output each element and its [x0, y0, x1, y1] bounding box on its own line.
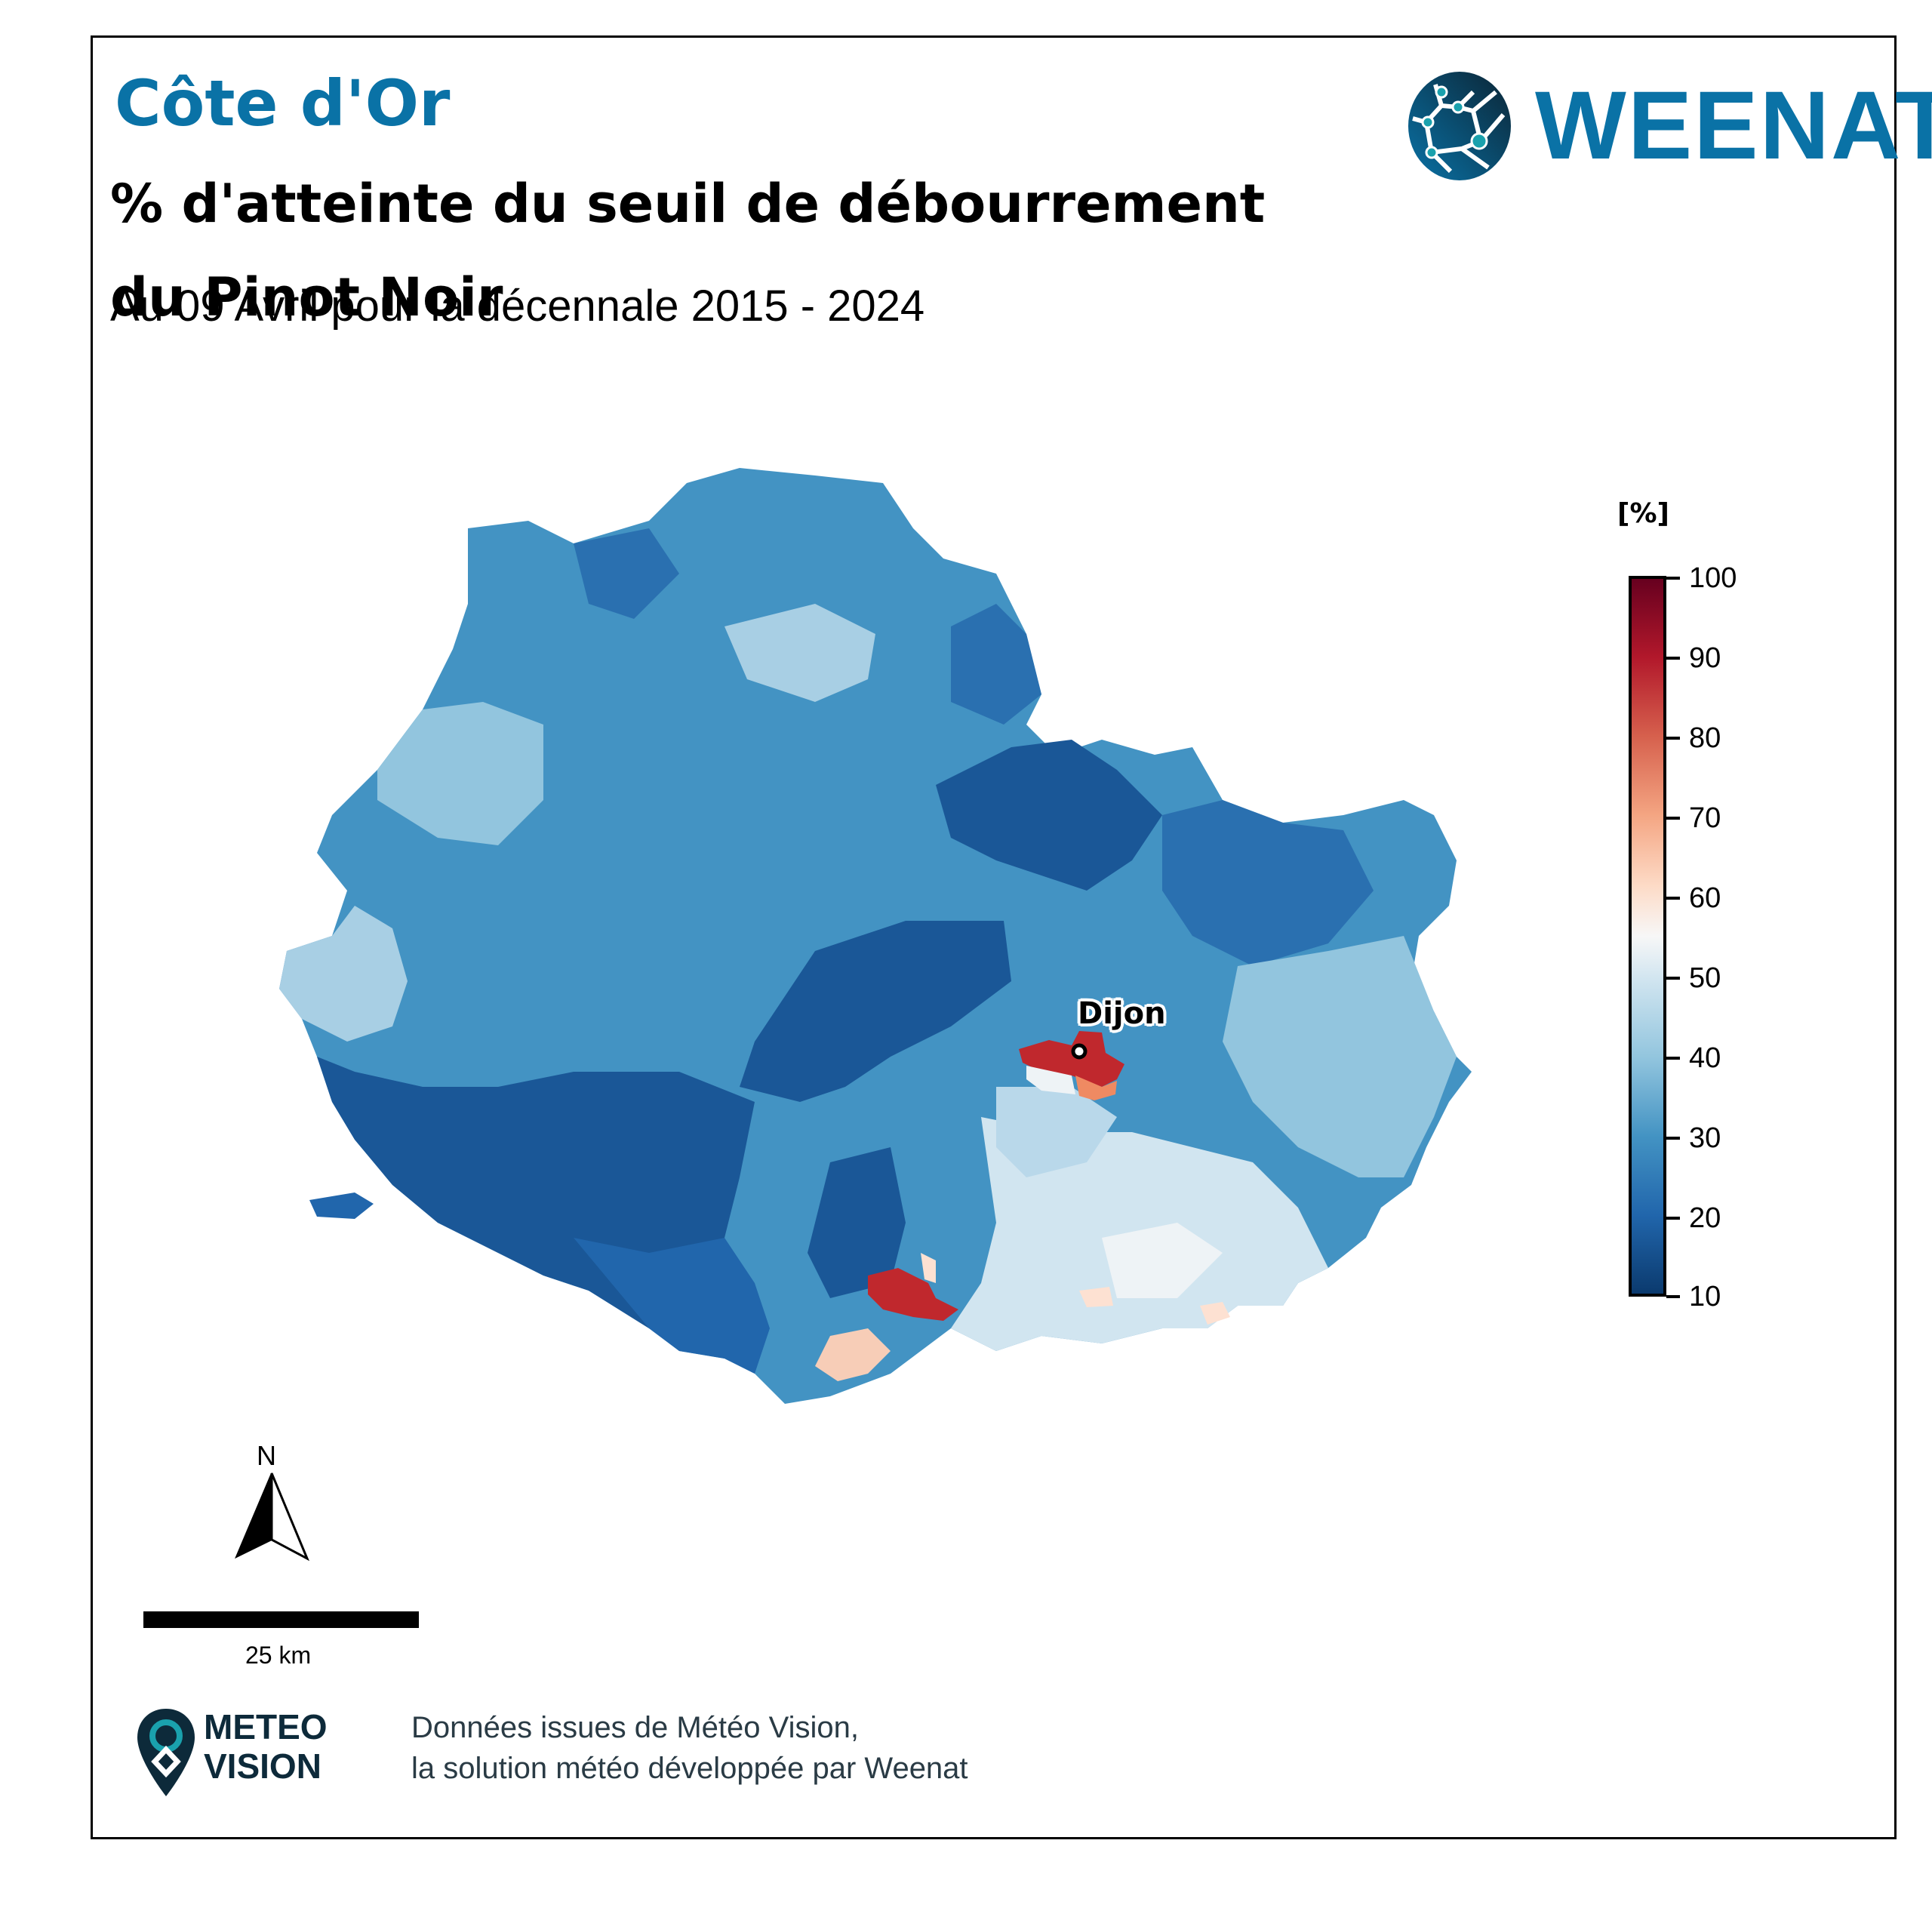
north-label: N	[257, 1440, 276, 1471]
zone-very-low-northeast	[936, 740, 1162, 891]
zone-beaune-high	[868, 1268, 958, 1321]
tick-30	[1666, 1137, 1680, 1140]
colorbar-unit: [%]	[1617, 498, 1669, 529]
zone-dijon-high	[1019, 1031, 1124, 1087]
weenat-logo: WEENAT	[1405, 69, 1932, 183]
zone-neutral-west-of-dijon	[1026, 1066, 1075, 1094]
zone-light-east	[1223, 936, 1457, 1177]
tick-50	[1666, 977, 1680, 980]
zone-low-southwest	[574, 1238, 770, 1374]
scale-bar	[143, 1611, 419, 1628]
tick-60	[1666, 897, 1680, 900]
dijon-label: Dijon	[1078, 996, 1166, 1031]
tick-80	[1666, 737, 1680, 740]
dijon-marker	[1071, 1043, 1088, 1060]
tick-70	[1666, 817, 1680, 820]
colorbar	[1629, 576, 1666, 1297]
map-frame	[91, 35, 1897, 1839]
meteo-vision-logo: METEO VISION	[136, 1707, 362, 1802]
credit-line-1: Données issues de Météo Vision,	[411, 1711, 859, 1744]
zone-beaune-pale	[921, 1253, 936, 1283]
zone-low-east	[1162, 800, 1374, 966]
tick-label: 60	[1689, 882, 1721, 914]
title-line-1: % d'atteinte du seuil de débourrement	[110, 173, 1266, 235]
zone-very-low-south-central	[808, 1147, 906, 1298]
tick-label: 70	[1689, 802, 1721, 834]
zone-light-north	[724, 604, 875, 702]
meteo-vision-wordmark: METEO VISION	[204, 1707, 328, 1786]
location-pin-icon	[137, 1709, 195, 1796]
tick-40	[1666, 1057, 1680, 1060]
credit-line-2: la solution météo développée par Weenat	[411, 1752, 968, 1785]
subtitle: Au 09 Avril pour la décennale 2015 - 202…	[110, 282, 925, 331]
north-arrow-icon	[235, 1473, 309, 1562]
scale-label: 25 km	[245, 1642, 312, 1669]
zone-pale-southeast-spot	[1200, 1302, 1230, 1325]
tick-label: 20	[1689, 1202, 1721, 1234]
tick-label: 10	[1689, 1281, 1721, 1313]
tick-label: 50	[1689, 962, 1721, 994]
zone-beaune-south	[815, 1328, 891, 1381]
title-line-2: du Pinot Noir	[110, 266, 503, 328]
exclave-west	[309, 1192, 374, 1219]
zone-very-low-central	[740, 921, 1011, 1102]
tick-90	[1666, 657, 1680, 660]
zone-pale-southeast-spot-2	[1079, 1287, 1113, 1307]
zone-low-northeast-2	[951, 604, 1041, 725]
region-title: Côte d'Or	[115, 66, 451, 140]
logo-line-2: VISION	[204, 1746, 321, 1786]
tick-label: 40	[1689, 1042, 1721, 1074]
zone-neutral-southeast	[1102, 1223, 1223, 1298]
tick-10	[1666, 1295, 1680, 1298]
weenat-globe-icon	[1408, 72, 1511, 180]
tick-label: 80	[1689, 722, 1721, 754]
tick-label: 30	[1689, 1122, 1721, 1154]
weenat-wordmark: WEENAT	[1535, 72, 1932, 180]
tick-label: 100	[1689, 562, 1737, 594]
zone-light-west-2	[377, 702, 543, 845]
credit-text: Données issues de Météo Vision, la solut…	[411, 1707, 968, 1789]
tick-100	[1666, 577, 1680, 580]
zone-light-south-of-dijon	[996, 1087, 1117, 1177]
zone-dijon-south	[1075, 1076, 1117, 1100]
page-title: % d'atteinte du seuil de débourrement du…	[110, 157, 1265, 344]
zone-low-north	[574, 528, 679, 619]
zone-light-west	[279, 906, 408, 1042]
tick-20	[1666, 1217, 1680, 1220]
logo-line-1: METEO	[204, 1707, 328, 1746]
tick-label: 90	[1689, 642, 1721, 674]
